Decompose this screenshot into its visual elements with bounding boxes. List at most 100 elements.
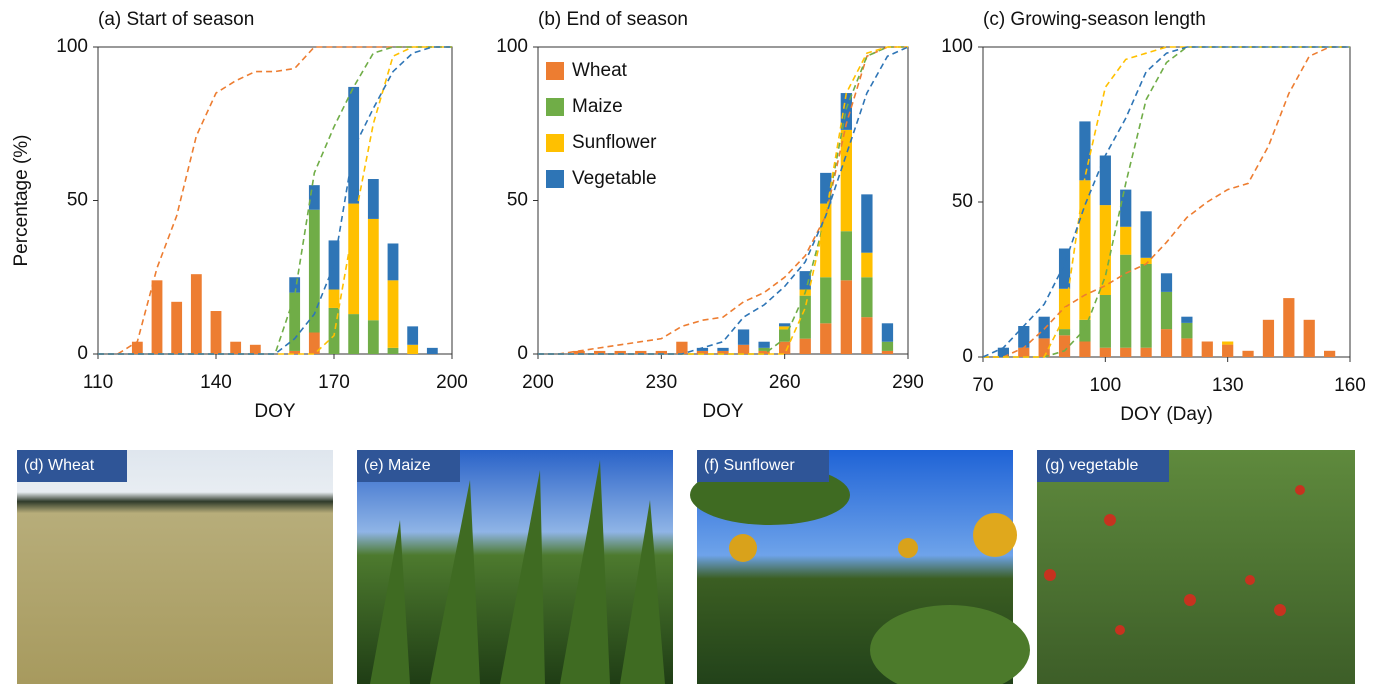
y-tick-label: 100 bbox=[496, 36, 528, 57]
bar bbox=[1161, 273, 1172, 292]
legend-swatch bbox=[546, 62, 564, 80]
bar bbox=[329, 240, 340, 289]
flower bbox=[973, 513, 1017, 557]
bar bbox=[861, 194, 872, 252]
bar bbox=[800, 339, 811, 354]
bar bbox=[738, 329, 749, 344]
photo-sunflower: (f) Sunflower bbox=[690, 450, 1030, 684]
x-tick-label: 100 bbox=[1089, 375, 1121, 396]
bar bbox=[368, 320, 379, 354]
bar bbox=[1059, 249, 1070, 289]
bar bbox=[1181, 323, 1192, 339]
cumulative-line bbox=[98, 47, 452, 354]
chart-title: (c) Growing-season length bbox=[983, 9, 1206, 30]
bar bbox=[1141, 264, 1152, 348]
flower bbox=[729, 534, 757, 562]
bar bbox=[1018, 348, 1029, 357]
cumulative-line bbox=[538, 47, 908, 354]
bar bbox=[171, 302, 182, 354]
chart-title: (a) Start of season bbox=[98, 9, 254, 30]
bar bbox=[1100, 295, 1111, 348]
figure: (d) Wheat (e) Maize (f) Sunflower (g) ve… bbox=[0, 0, 1378, 684]
bar bbox=[758, 342, 769, 348]
flower bbox=[898, 538, 918, 558]
x-tick-label: 110 bbox=[83, 372, 113, 393]
bar bbox=[329, 290, 340, 308]
bar bbox=[1324, 351, 1335, 357]
x-tick-label: 140 bbox=[200, 372, 232, 393]
bar bbox=[289, 293, 300, 351]
cumulative-line bbox=[538, 47, 908, 354]
bar bbox=[841, 231, 852, 280]
bar bbox=[861, 253, 872, 278]
bar bbox=[1283, 298, 1294, 357]
bar bbox=[1059, 335, 1070, 357]
photo-maize: (e) Maize bbox=[357, 450, 673, 684]
photo-label: (f) Sunflower bbox=[704, 457, 795, 474]
bar bbox=[152, 280, 163, 354]
cumulative-line bbox=[98, 47, 452, 354]
bar bbox=[1039, 317, 1050, 339]
bar bbox=[368, 179, 379, 219]
bar bbox=[1079, 121, 1090, 180]
legend-swatch bbox=[546, 98, 564, 116]
y-tick-label: 50 bbox=[952, 191, 973, 212]
bar bbox=[1120, 348, 1131, 357]
bar bbox=[211, 311, 222, 354]
bar bbox=[820, 173, 831, 204]
y-tick-label: 0 bbox=[962, 346, 973, 367]
photo-wheat: (d) Wheat bbox=[17, 450, 333, 684]
bar bbox=[250, 345, 261, 354]
cumulative-line bbox=[98, 47, 452, 354]
x-axis-label: DOY bbox=[254, 401, 296, 422]
x-tick-label: 200 bbox=[522, 372, 554, 393]
y-tick-label: 0 bbox=[77, 343, 88, 364]
bar bbox=[407, 326, 418, 344]
plot-frame bbox=[538, 47, 908, 354]
bar bbox=[309, 185, 320, 210]
x-tick-label: 230 bbox=[645, 372, 677, 393]
bar bbox=[1018, 326, 1029, 348]
bar bbox=[1100, 156, 1111, 206]
photo-label: (d) Wheat bbox=[24, 457, 95, 474]
bar bbox=[1242, 351, 1253, 357]
bar bbox=[230, 342, 241, 354]
bar bbox=[1120, 227, 1131, 255]
y-tick-label: 0 bbox=[517, 343, 528, 364]
bar bbox=[348, 204, 359, 315]
photo-label: (e) Maize bbox=[364, 457, 431, 474]
bar bbox=[1202, 342, 1213, 358]
y-tick-label: 50 bbox=[507, 190, 528, 211]
y-tick-label: 100 bbox=[941, 36, 973, 57]
photo-label: (g) vegetable bbox=[1045, 457, 1138, 474]
bar bbox=[882, 342, 893, 351]
bar bbox=[1161, 292, 1172, 329]
bar bbox=[1161, 329, 1172, 357]
bar bbox=[1141, 211, 1152, 257]
cumulative-line bbox=[538, 47, 908, 354]
x-tick-label: 290 bbox=[892, 372, 924, 393]
bar bbox=[368, 219, 379, 320]
bar bbox=[1222, 345, 1233, 357]
bar bbox=[289, 277, 300, 292]
legend-label: Maize bbox=[572, 96, 623, 117]
bar bbox=[1100, 348, 1111, 357]
bar bbox=[388, 348, 399, 354]
bar bbox=[407, 345, 418, 354]
bar bbox=[1079, 342, 1090, 358]
x-axis-label: DOY (Day) bbox=[1120, 404, 1213, 425]
x-tick-label: 200 bbox=[436, 372, 468, 393]
bar bbox=[191, 274, 202, 354]
bar bbox=[348, 314, 359, 354]
x-tick-label: 170 bbox=[318, 372, 350, 393]
photo-vegetable: (g) vegetable bbox=[1037, 450, 1355, 684]
y-tick-label: 100 bbox=[56, 36, 88, 57]
legend-label: Vegetable bbox=[572, 168, 657, 189]
bar bbox=[1141, 348, 1152, 357]
cumulative-line bbox=[98, 47, 452, 354]
plot-frame bbox=[98, 47, 452, 354]
bar bbox=[1304, 320, 1315, 357]
photo bbox=[17, 450, 333, 684]
bar bbox=[1059, 329, 1070, 335]
bar bbox=[1263, 320, 1274, 357]
